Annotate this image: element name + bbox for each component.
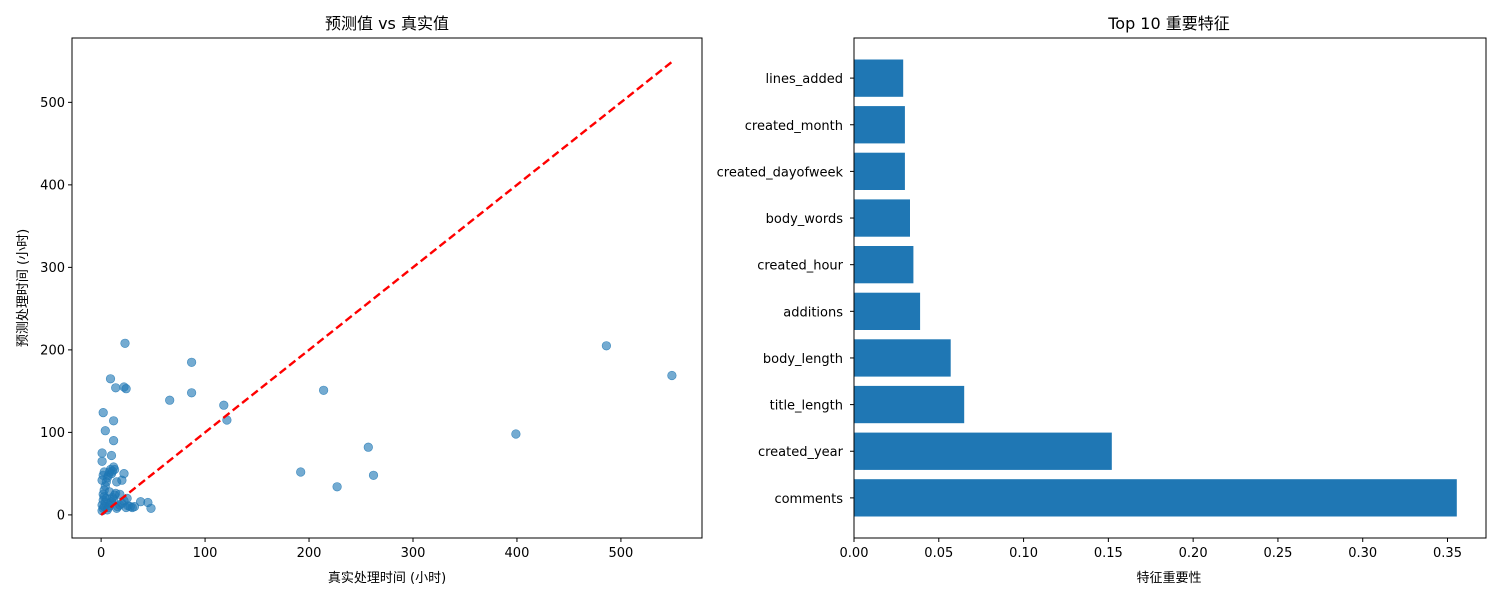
category-label: body_length	[763, 352, 843, 367]
scatter-point	[187, 357, 197, 367]
x-tick-label: 0.30	[1348, 546, 1377, 561]
scatter-point	[667, 370, 677, 381]
category-label: created_dayofweek	[717, 165, 844, 180]
scatter-point	[121, 384, 131, 394]
scatter-y-label: 预测处理时间 (小时)	[16, 229, 31, 347]
scatter-point	[104, 487, 114, 497]
bar	[854, 199, 910, 237]
scatter-x-label: 真实处理时间 (小时)	[328, 571, 446, 586]
category-label: created_hour	[757, 259, 843, 274]
category-label: created_year	[758, 445, 844, 460]
y-tick-label: 200	[40, 343, 65, 358]
scatter-point	[109, 464, 120, 475]
scatter-point	[97, 448, 107, 458]
x-tick-label: 0.15	[1094, 546, 1123, 561]
y-tick-label: 500	[40, 96, 65, 111]
category-label: created_month	[745, 119, 843, 134]
scatter-point	[165, 395, 175, 405]
scatter-y-axis: 0 100 200 300 400 500	[40, 96, 72, 523]
category-label: lines_added	[766, 72, 843, 87]
bar	[854, 432, 1112, 470]
bar-plot-area	[853, 37, 1487, 539]
scatter-point	[100, 426, 110, 436]
scatter-chart: 预测值 vs 真实值 0 100 200 300 400 500 0 100 200 300 40…	[16, 14, 703, 586]
scatter-point	[111, 383, 121, 393]
bar	[854, 152, 905, 190]
scatter-point	[296, 467, 306, 477]
x-tick-label: 0.00	[840, 546, 869, 561]
scatter-point	[119, 469, 129, 479]
bar	[854, 106, 905, 144]
bar-x-axis: 0.00 0.05 0.10 0.15 0.20 0.25 0.30 0.35	[840, 538, 1462, 561]
x-tick-label: 0	[97, 546, 105, 561]
y-tick-label: 300	[40, 261, 65, 276]
y-tick-label: 0	[57, 508, 65, 523]
x-tick-label: 0.05	[924, 546, 953, 561]
category-label: additions	[783, 305, 843, 320]
bars	[854, 59, 1457, 517]
category-label: title_length	[770, 399, 843, 414]
scatter-point	[363, 442, 373, 452]
x-tick-label: 0.25	[1263, 546, 1292, 561]
x-tick-label: 200	[297, 546, 322, 561]
scatter-point	[98, 408, 108, 418]
x-tick-label: 0.10	[1009, 546, 1038, 561]
scatter-points	[97, 338, 677, 516]
scatter-title: 预测值 vs 真实值	[325, 14, 449, 33]
x-tick-label: 300	[401, 546, 426, 561]
bar-x-label: 特征重要性	[1136, 570, 1201, 586]
bar	[854, 246, 914, 284]
scatter-point	[99, 467, 109, 477]
scatter-point	[97, 456, 107, 466]
x-tick-label: 100	[193, 546, 218, 561]
scatter-point	[319, 385, 329, 395]
scatter-point	[368, 470, 379, 480]
scatter-point	[108, 416, 119, 426]
bar	[854, 385, 965, 424]
scatter-point	[129, 502, 139, 512]
scatter-point	[120, 338, 130, 348]
bar	[854, 59, 904, 97]
bar	[854, 479, 1457, 517]
bar-y-axis: comments created_year title_length body_len…	[717, 72, 854, 507]
bar	[854, 292, 921, 330]
scatter-plot-area	[71, 37, 703, 539]
scatter-point	[146, 503, 156, 513]
scatter-point	[105, 374, 116, 384]
bar-title: Top 10 重要特征	[1107, 14, 1230, 33]
scatter-point	[108, 436, 119, 446]
x-tick-label: 0.35	[1433, 546, 1462, 561]
bar	[854, 339, 951, 377]
scatter-x-axis: 0 100 200 300 400 500	[97, 538, 633, 561]
x-tick-label: 500	[608, 546, 633, 561]
y-tick-label: 400	[40, 178, 65, 193]
scatter-point	[106, 450, 117, 461]
x-tick-label: 0.20	[1179, 546, 1208, 561]
x-tick-label: 400	[505, 546, 530, 561]
category-label: comments	[774, 492, 843, 507]
y-tick-label: 100	[40, 426, 65, 441]
scatter-point	[187, 388, 197, 398]
scatter-point	[601, 341, 612, 351]
scatter-point	[219, 400, 229, 410]
scatter-point	[332, 482, 342, 492]
category-label: body_words	[766, 212, 844, 227]
scatter-point	[511, 429, 521, 439]
reference-line	[100, 60, 674, 516]
importance-bar-chart: Top 10 重要特征 0.00 0.05 0.10 0.15 0.20 0.25 0.30…	[717, 14, 1487, 586]
